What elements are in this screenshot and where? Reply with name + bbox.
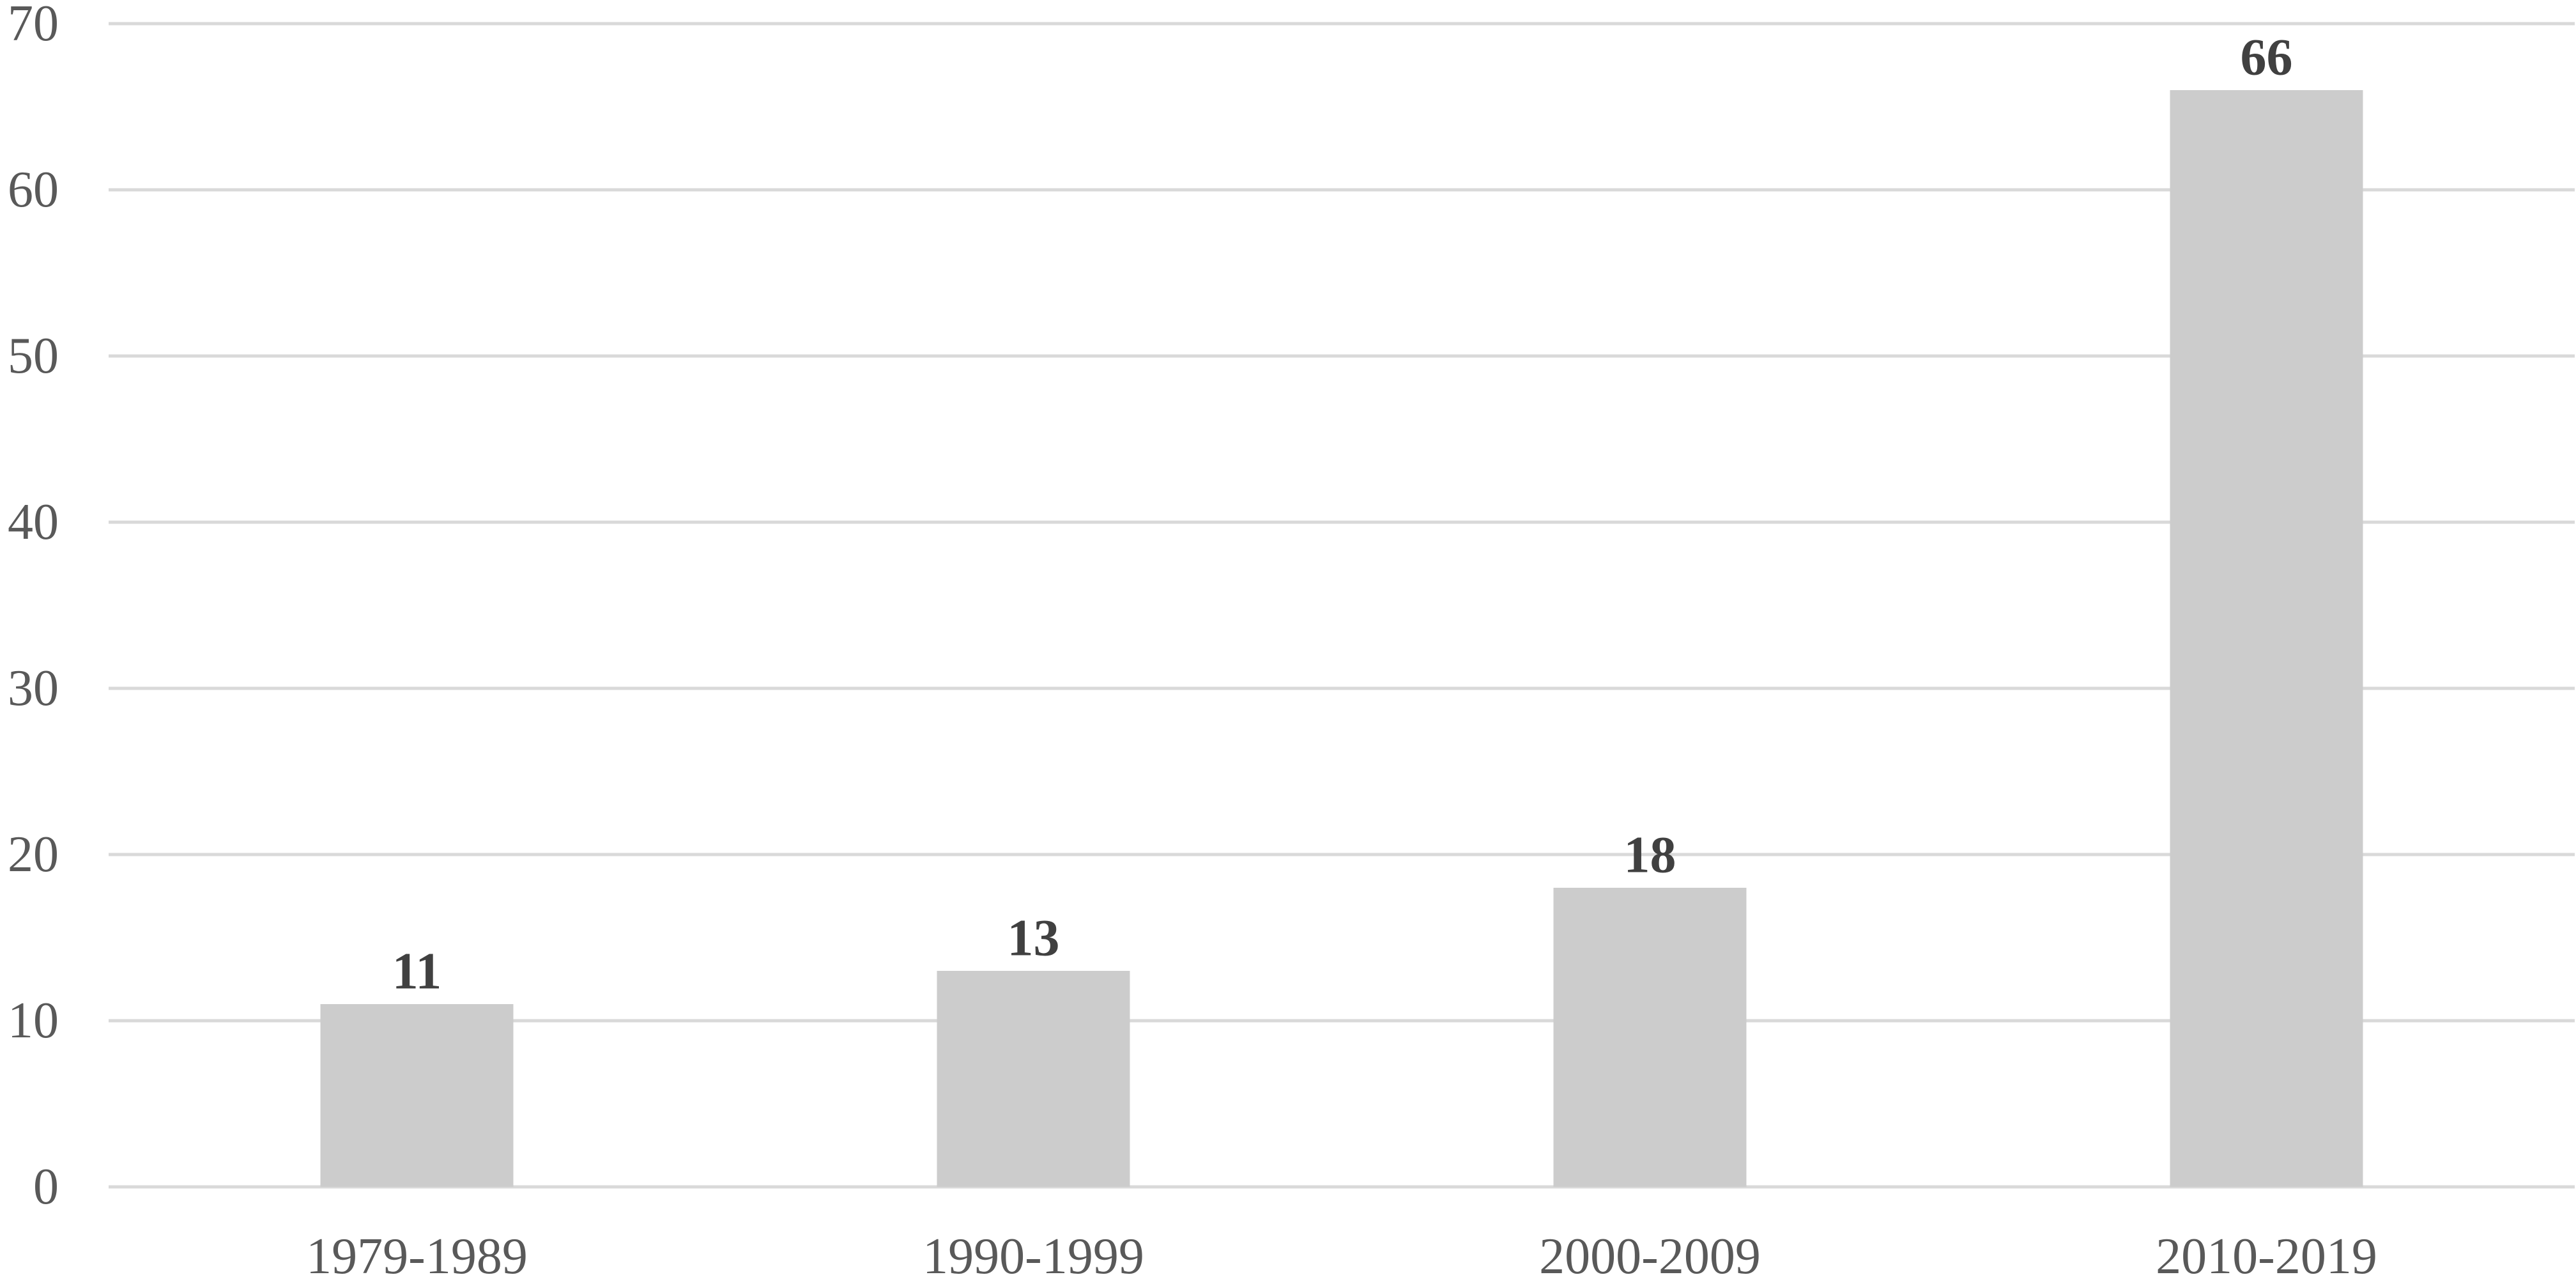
x-tick-label-2010-2019: 2010-2019 <box>2156 1228 2377 1277</box>
y-tick-label-70: 70 <box>8 0 59 52</box>
y-axis: 0 10 20 30 40 50 60 70 <box>8 0 59 1215</box>
x-axis: 1979-1989 1990-1999 2000-2009 2010-2019 <box>306 1228 2377 1277</box>
x-tick-label-1979-1989: 1979-1989 <box>306 1228 528 1277</box>
bars <box>320 90 2363 1187</box>
data-label-1990-1999: 13 <box>1008 909 1060 967</box>
bar-1990-1999 <box>937 971 1130 1187</box>
y-tick-label-0: 0 <box>33 1159 59 1215</box>
gridlines <box>109 22 2575 1189</box>
y-tick-label-30: 30 <box>8 660 59 716</box>
x-tick-label-2000-2009: 2000-2009 <box>1539 1228 1761 1277</box>
y-tick-label-20: 20 <box>8 826 59 883</box>
data-label-2010-2019: 66 <box>2241 28 2293 86</box>
y-tick-label-40: 40 <box>8 494 59 550</box>
x-tick-label-1990-1999: 1990-1999 <box>923 1228 1144 1277</box>
data-label-1979-1989: 11 <box>392 942 441 1000</box>
bar-2000-2009 <box>1553 888 1747 1187</box>
y-tick-label-50: 50 <box>8 328 59 384</box>
data-label-2000-2009: 18 <box>1624 826 1676 884</box>
bar-2010-2019 <box>2170 90 2363 1187</box>
y-tick-label-60: 60 <box>8 162 59 218</box>
y-tick-label-10: 10 <box>8 993 59 1049</box>
data-labels: 11 13 18 66 <box>392 28 2293 1000</box>
bar-1979-1989 <box>320 1004 514 1187</box>
